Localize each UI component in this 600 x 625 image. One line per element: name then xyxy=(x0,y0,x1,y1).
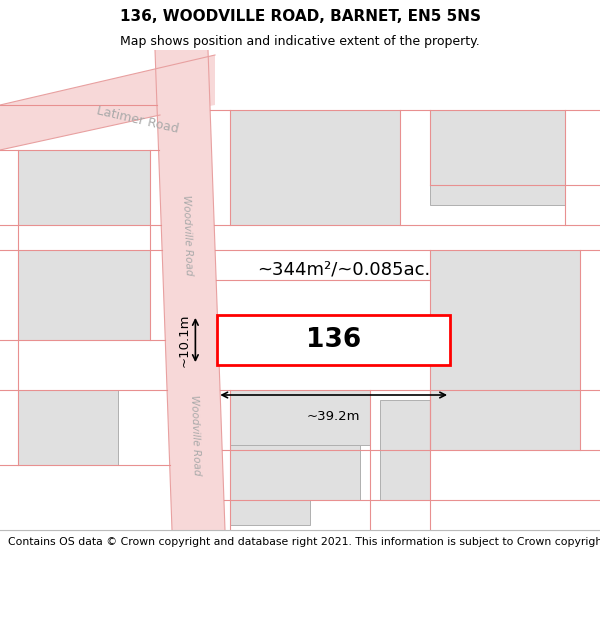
Bar xyxy=(430,110,565,205)
Bar xyxy=(230,110,400,225)
Bar xyxy=(18,390,118,465)
Text: Latimer Road: Latimer Road xyxy=(95,104,179,136)
Bar xyxy=(230,500,310,525)
Text: ~344m²/~0.085ac.: ~344m²/~0.085ac. xyxy=(257,261,431,279)
Text: ~10.1m: ~10.1m xyxy=(178,313,190,367)
Bar xyxy=(217,315,450,365)
Text: 136, WOODVILLE ROAD, BARNET, EN5 5NS: 136, WOODVILLE ROAD, BARNET, EN5 5NS xyxy=(119,9,481,24)
Bar xyxy=(230,390,370,445)
Bar xyxy=(380,450,430,500)
Bar xyxy=(380,400,430,450)
Bar xyxy=(217,315,450,365)
Text: Map shows position and indicative extent of the property.: Map shows position and indicative extent… xyxy=(120,35,480,48)
Bar xyxy=(230,445,360,500)
Text: Woodville Road: Woodville Road xyxy=(189,394,202,476)
Text: Contains OS data © Crown copyright and database right 2021. This information is : Contains OS data © Crown copyright and d… xyxy=(8,537,600,547)
Polygon shape xyxy=(0,55,215,150)
Polygon shape xyxy=(155,50,225,530)
Bar xyxy=(18,150,150,225)
Text: ~39.2m: ~39.2m xyxy=(307,410,361,423)
Bar xyxy=(18,250,150,340)
Text: 136: 136 xyxy=(306,327,361,353)
Text: Woodville Road: Woodville Road xyxy=(181,194,194,276)
Bar xyxy=(430,250,580,450)
